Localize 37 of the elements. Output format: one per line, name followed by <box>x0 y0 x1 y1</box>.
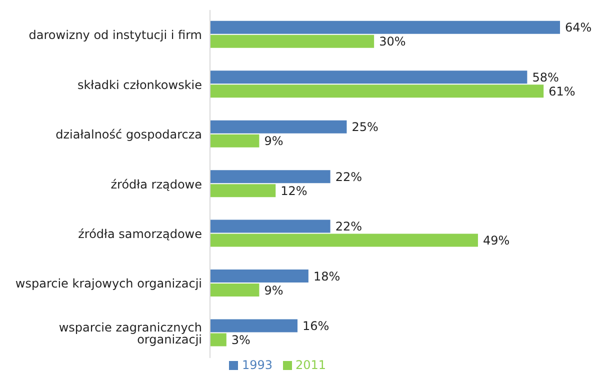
bar <box>210 319 298 332</box>
data-label: 16% <box>302 318 330 333</box>
data-label: 18% <box>313 269 340 284</box>
y-tick-label: działalność gospodarcza <box>56 128 202 142</box>
bar <box>210 84 544 98</box>
data-label: 3% <box>231 332 250 347</box>
bar <box>210 20 560 34</box>
data-label: 30% <box>379 34 406 49</box>
bar <box>210 34 374 48</box>
bar <box>210 284 260 297</box>
bar <box>210 170 330 184</box>
y-tick-label: źródła samorządowe <box>78 226 202 241</box>
legend-label: 1993 <box>242 358 272 372</box>
legend-label: 2011 <box>296 358 326 372</box>
bar <box>210 120 347 134</box>
bar <box>210 70 528 84</box>
bar <box>210 220 330 233</box>
y-tick-label: źródła rządowe <box>110 177 202 192</box>
data-label: 9% <box>264 283 284 298</box>
data-label: 25% <box>352 120 378 134</box>
y-tick-label: wsparcie krajowych organizacji <box>15 276 202 291</box>
bar <box>210 184 276 198</box>
data-label: 61% <box>548 84 576 98</box>
bar <box>210 270 308 283</box>
y-tick-label: składki członkowskie <box>77 78 202 92</box>
bar <box>210 333 226 346</box>
data-label: 22% <box>335 170 362 184</box>
data-label: 12% <box>280 184 308 198</box>
data-label: 58% <box>532 70 559 84</box>
data-label: 22% <box>335 220 362 234</box>
y-tick-label: wsparcie zagranicznych organizacji <box>58 320 202 346</box>
bar <box>210 134 260 148</box>
y-tick-label: darowizny od instytucji i firm <box>28 28 202 42</box>
data-label: 64% <box>565 20 592 35</box>
data-label: 49% <box>482 234 510 248</box>
data-label: 9% <box>264 134 284 148</box>
bar <box>210 234 478 247</box>
